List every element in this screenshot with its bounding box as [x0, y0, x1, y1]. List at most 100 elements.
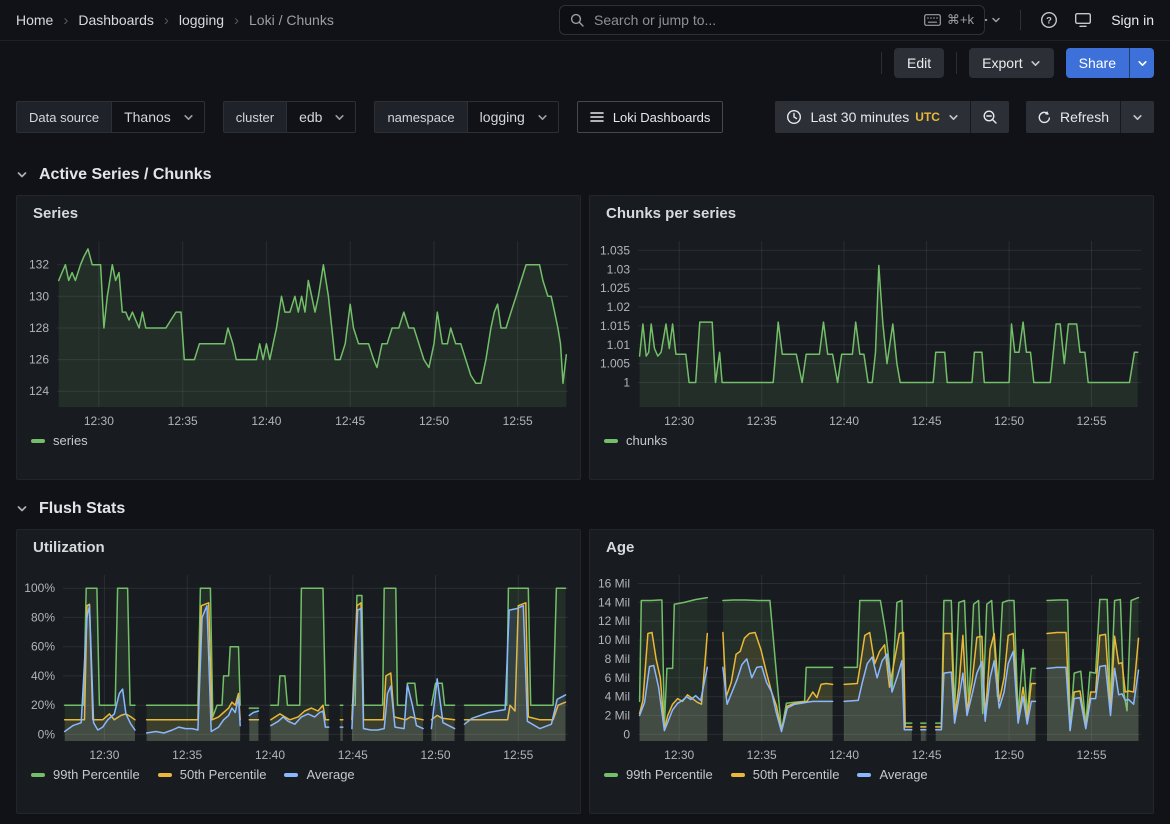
- monitor-icon: [1075, 13, 1092, 28]
- news-button[interactable]: [1069, 4, 1097, 36]
- cluster-label: cluster: [222, 101, 288, 133]
- svg-text:12:35: 12:35: [747, 414, 777, 428]
- svg-text:12:55: 12:55: [503, 414, 533, 428]
- time-range-label: Last 30 minutes: [810, 109, 910, 125]
- legend-item[interactable]: 99th Percentile: [31, 767, 140, 782]
- panel-row: Series 124 126 128 130 132 12:30 12:35 12:40 12:…: [16, 195, 1154, 480]
- share-menu-button[interactable]: [1129, 48, 1154, 78]
- legend-item[interactable]: 50th Percentile: [157, 767, 266, 782]
- legend-item[interactable]: Average: [857, 767, 928, 782]
- refresh-button[interactable]: Refresh: [1025, 101, 1120, 133]
- dashboard-toolbar: Edit Export Share: [0, 41, 1170, 85]
- divider: [956, 52, 958, 74]
- search-shortcut: ⌘+k: [924, 12, 974, 28]
- panel-title[interactable]: Chunks per series: [606, 205, 737, 222]
- breadcrumb-current: Loki / Chunks: [249, 12, 334, 28]
- chevron-down-icon: [1133, 114, 1142, 120]
- legend-item[interactable]: chunks: [604, 433, 667, 448]
- keyboard-icon: [924, 14, 941, 26]
- panel-legend: series: [17, 433, 580, 448]
- panel-chunks-per-series: Chunks per series 1 1.005 1.01 1.015 1.02 1.0…: [589, 195, 1154, 480]
- chunks-per-series-chart[interactable]: 1 1.005 1.01 1.015 1.02 1.025 1.03 1.035 12:30 12…: [590, 227, 1153, 433]
- sign-in-link[interactable]: Sign in: [1111, 12, 1154, 28]
- share-split-button: Share: [1065, 48, 1154, 78]
- svg-text:12:30: 12:30: [89, 748, 119, 762]
- cluster-select[interactable]: edb: [287, 101, 357, 133]
- svg-text:4 Mil: 4 Mil: [605, 690, 630, 704]
- search-input[interactable]: [592, 11, 916, 29]
- refresh-label: Refresh: [1059, 109, 1109, 125]
- svg-text:12:30: 12:30: [84, 414, 114, 428]
- legend-color-pill: [604, 438, 618, 443]
- legend-item[interactable]: series: [31, 433, 88, 448]
- utilization-chart[interactable]: 0% 20% 40% 60% 80% 100% 12:30 12:35 12:40 12:45 12…: [17, 561, 580, 767]
- edit-button[interactable]: Edit: [894, 48, 945, 78]
- breadcrumb-home[interactable]: Home: [16, 12, 54, 28]
- zoom-out-button[interactable]: [969, 101, 1009, 133]
- svg-text:12:45: 12:45: [912, 414, 942, 428]
- legend-label: series: [53, 433, 88, 448]
- section-active-series-chunks[interactable]: Active Series / Chunks: [16, 163, 1154, 187]
- series-chart[interactable]: 124 126 128 130 132 12:30 12:35 12:40 12:45 12:50…: [17, 227, 580, 433]
- variable-namespace: namespace logging: [374, 101, 559, 133]
- datasource-select[interactable]: Thanos: [112, 101, 205, 133]
- legend-color-pill: [31, 438, 45, 443]
- time-range-button[interactable]: Last 30 minutes UTC: [775, 101, 970, 133]
- loki-dashboards-label: Loki Dashboards: [612, 109, 711, 125]
- help-button[interactable]: ?: [1035, 4, 1063, 36]
- share-button[interactable]: Share: [1065, 48, 1129, 78]
- legend-label: 99th Percentile: [626, 767, 713, 782]
- namespace-select[interactable]: logging: [467, 101, 559, 133]
- legend-color-pill: [857, 772, 872, 777]
- chevron-down-icon: [992, 17, 1000, 23]
- divider: [881, 52, 883, 74]
- legend-item[interactable]: 99th Percentile: [604, 767, 713, 782]
- panel-title[interactable]: Age: [606, 539, 635, 556]
- svg-text:12:30: 12:30: [664, 414, 694, 428]
- svg-text:12:40: 12:40: [251, 414, 281, 428]
- time-controls: Last 30 minutes UTC Refresh: [775, 101, 1154, 133]
- loki-dashboards-button[interactable]: Loki Dashboards: [576, 101, 724, 133]
- search-shortcut-label: ⌘+k: [946, 12, 974, 27]
- panel-title[interactable]: Utilization: [33, 539, 105, 556]
- panel-legend: 99th Percentile 50th Percentile Average: [17, 767, 580, 782]
- panel-title[interactable]: Series: [33, 205, 79, 222]
- legend-color-pill: [604, 772, 618, 777]
- svg-text:1: 1: [623, 376, 630, 390]
- variables-bar: Data source Thanos cluster edb namespace…: [16, 101, 1154, 133]
- breadcrumb-dashboards[interactable]: Dashboards: [78, 12, 154, 28]
- svg-text:1.025: 1.025: [600, 281, 630, 295]
- refresh-interval-button[interactable]: [1120, 101, 1154, 133]
- age-chart[interactable]: 0 2 Mil 4 Mil 6 Mil 8 Mil 10 Mil 12 Mil 14 Mil 1…: [590, 561, 1153, 767]
- svg-text:100%: 100%: [24, 581, 55, 595]
- chevron-down-icon: [949, 114, 958, 120]
- svg-text:6 Mil: 6 Mil: [605, 671, 630, 685]
- breadcrumb-folder[interactable]: logging: [178, 12, 225, 28]
- svg-text:60%: 60%: [31, 640, 55, 654]
- panel-legend: 99th Percentile 50th Percentile Average: [590, 767, 1153, 782]
- section-flush-stats[interactable]: Flush Stats: [16, 497, 1154, 521]
- svg-text:132: 132: [29, 258, 49, 272]
- legend-item[interactable]: 50th Percentile: [730, 767, 840, 782]
- export-button[interactable]: Export: [969, 48, 1054, 78]
- breadcrumb: Home › Dashboards › logging › Loki / Chu…: [16, 12, 334, 28]
- chevron-down-icon: [17, 506, 27, 512]
- svg-text:40%: 40%: [31, 669, 55, 683]
- legend-color-pill: [730, 772, 745, 777]
- search-bar[interactable]: ⌘+k: [559, 5, 985, 35]
- legend-item[interactable]: Average: [284, 767, 355, 782]
- help-icon: ?: [1041, 11, 1058, 29]
- cluster-value: edb: [299, 109, 323, 125]
- export-button-label: Export: [982, 55, 1023, 71]
- datasource-label: Data source: [16, 101, 113, 133]
- legend-label: 99th Percentile: [53, 767, 140, 782]
- breadcrumb-separator-icon: ›: [234, 11, 240, 29]
- search-icon: [570, 13, 584, 27]
- section-title: Active Series / Chunks: [39, 166, 212, 183]
- svg-text:2 Mil: 2 Mil: [605, 709, 630, 723]
- panel-legend: chunks: [590, 433, 1153, 448]
- svg-text:12:45: 12:45: [335, 414, 365, 428]
- divider: [1020, 10, 1022, 30]
- legend-label: 50th Percentile: [752, 767, 840, 782]
- svg-text:16 Mil: 16 Mil: [598, 577, 630, 591]
